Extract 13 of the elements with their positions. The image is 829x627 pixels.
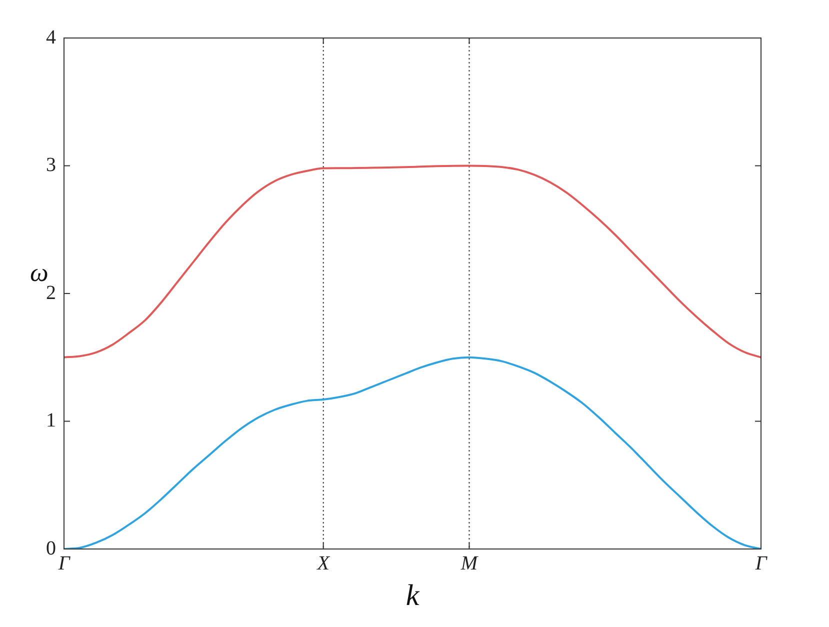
y-tick-label: 1 xyxy=(46,410,56,432)
y-tick-label: 0 xyxy=(46,537,56,560)
line-series xyxy=(63,164,762,358)
line-series xyxy=(63,356,762,549)
y-axis-title: ω xyxy=(30,258,48,287)
x-axis-title: k xyxy=(406,578,420,612)
y-tick-label: 2 xyxy=(46,282,56,304)
x-tick-label: Γ xyxy=(57,552,72,574)
x-tick-label: M xyxy=(460,552,479,574)
x-tick-label: Γ xyxy=(754,552,768,574)
y-tick-label: 3 xyxy=(46,154,56,176)
x-tick-label: X xyxy=(316,552,330,574)
y-tick-label: 4 xyxy=(46,26,56,48)
